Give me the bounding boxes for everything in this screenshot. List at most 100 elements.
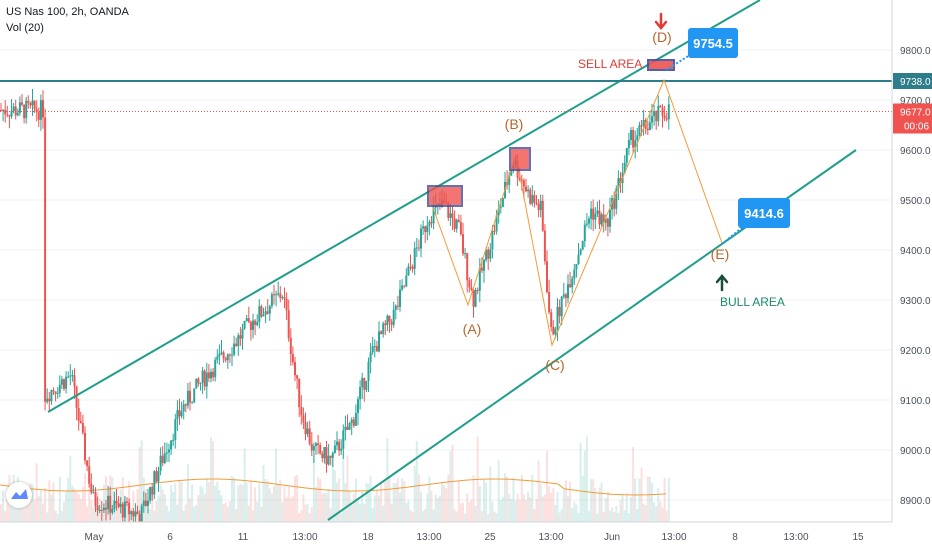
candle-body (147, 500, 149, 506)
volume-bar (10, 497, 13, 522)
volume-bar (632, 446, 635, 522)
candle-body (480, 267, 483, 271)
candle-body (426, 225, 429, 233)
candle-body (546, 261, 548, 293)
volume-bar (92, 507, 95, 522)
volume-bar (157, 495, 160, 522)
candle-body (126, 501, 128, 503)
volume-bar (231, 475, 233, 522)
candle-body (178, 410, 181, 417)
volume-bar (165, 505, 168, 522)
volume-bar (567, 495, 569, 522)
candle-body (390, 322, 393, 325)
volume-bar (485, 482, 488, 522)
volume-bar (571, 508, 574, 522)
volume-bar (411, 511, 414, 522)
candle-body (430, 222, 433, 224)
volume-bar (426, 494, 429, 522)
candle-body (117, 503, 120, 507)
volume-bar (443, 485, 446, 522)
volume-bar (69, 455, 72, 522)
candle-body (239, 335, 242, 339)
volume-bar (300, 510, 303, 522)
time-tick-label: 15 (852, 532, 864, 543)
price-tick-label: 9300.0 (900, 296, 931, 307)
candle-body (457, 219, 460, 223)
volume-bar (161, 489, 164, 522)
volume-bar (315, 487, 317, 522)
volume-bar (350, 504, 353, 522)
volume-bar (65, 492, 68, 522)
candle-body (128, 502, 131, 515)
volume-bar (512, 477, 515, 522)
candle-body (222, 352, 225, 359)
volume-bar (291, 496, 294, 522)
candle-body (212, 371, 215, 378)
volume-bar (516, 493, 519, 522)
candle-body (245, 318, 248, 321)
candle-body (300, 407, 303, 416)
candle-body (476, 289, 479, 291)
volume-bar (539, 483, 542, 522)
candle-body (199, 382, 202, 384)
volume-bar (579, 442, 582, 522)
volume-bar (239, 483, 242, 522)
candle-body (648, 122, 651, 131)
candle-body (354, 413, 357, 426)
volume-bar (222, 503, 225, 522)
candle-body (493, 230, 496, 232)
candle-body (285, 298, 288, 311)
candle-body (308, 428, 311, 444)
volume-bar (627, 513, 630, 522)
volume-bar (407, 500, 410, 522)
candle-body (344, 426, 347, 431)
candle-body (184, 404, 187, 406)
candle-body (415, 247, 418, 249)
volume-bar (457, 480, 460, 522)
candle-body (138, 514, 141, 523)
candle-body (29, 103, 32, 106)
volume-bar (197, 495, 200, 522)
candle-body (168, 449, 170, 453)
candle-body (56, 393, 59, 395)
volume-bar (453, 509, 456, 522)
candle-body (367, 361, 370, 382)
candle-body (533, 195, 536, 203)
candle-body (231, 354, 233, 356)
volume-bar (228, 500, 231, 522)
volume-bar (468, 502, 471, 522)
volume-bar (174, 483, 177, 522)
volume-bar (405, 503, 408, 522)
symbol-title[interactable]: US Nas 100, 2h, OANDA (6, 6, 129, 18)
candle-body (564, 294, 567, 299)
volume-bar (510, 499, 513, 522)
candle-body (449, 213, 452, 218)
candle-body (340, 448, 343, 451)
volume-bar (497, 459, 500, 522)
volume-bar (621, 494, 624, 522)
candle-body (195, 378, 198, 389)
candle-body (107, 495, 110, 510)
candle-body (520, 179, 523, 181)
volume-bar (336, 482, 338, 522)
candle-body (279, 293, 282, 299)
candle-body (392, 309, 395, 325)
candle-body (144, 500, 147, 506)
volume-bar (613, 511, 616, 522)
candle-body (462, 234, 464, 254)
candle-body (260, 306, 263, 317)
candle-body (37, 112, 40, 120)
volume-bar (602, 512, 605, 522)
candle-body (529, 189, 532, 204)
tradingview-logo-icon[interactable] (6, 482, 32, 508)
volume-indicator-label[interactable]: Vol (20) (6, 22, 44, 34)
candle-body (52, 390, 55, 392)
candle-body (535, 202, 538, 204)
last-price-label: 9677.0 (900, 108, 931, 119)
candle-body (115, 500, 118, 504)
candle-body (550, 312, 553, 327)
candle-body (581, 241, 584, 250)
volume-bar (254, 487, 257, 522)
